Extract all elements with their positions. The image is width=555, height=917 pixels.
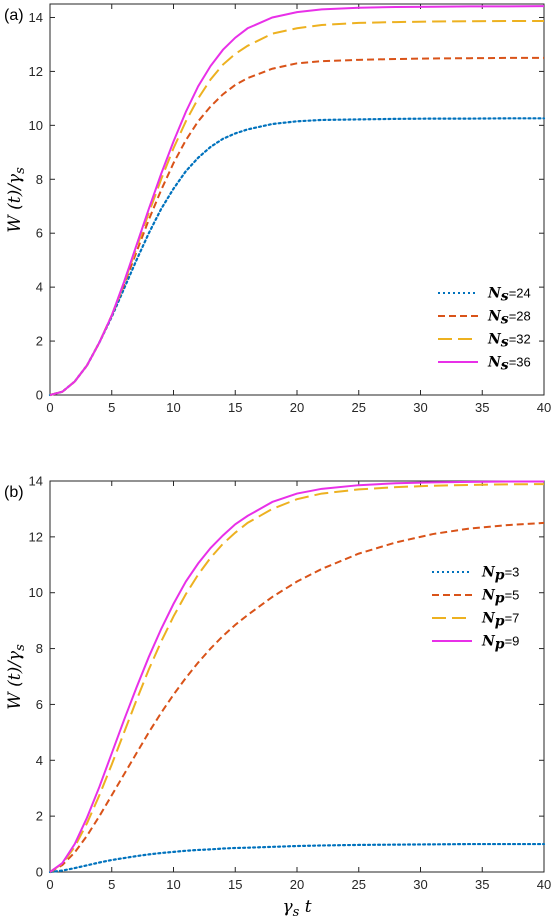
x-tick-label: 10 [166, 877, 180, 892]
y-tick-label: 0 [36, 388, 43, 403]
legend-entry: Ns=24 [487, 286, 531, 305]
series-line-np-5 [49, 521, 545, 873]
y-tick-label: 8 [36, 172, 43, 187]
y-tick-label: 10 [29, 118, 43, 133]
x-tick-label: 10 [166, 400, 180, 415]
chart-panel-b: 0 5 10 15 20 25 30 35 40 0 2 4 6 8 10 12 14 (b) W (t)/γs γs… [4, 474, 551, 917]
x-tick-label: 30 [413, 877, 427, 892]
series-line-ns-36 [49, 5, 545, 396]
x-tick-label: 20 [290, 877, 304, 892]
legend-entry: Np=5 [481, 588, 519, 607]
series-line-np-3 [48, 842, 546, 874]
x-tick-label: 25 [352, 877, 366, 892]
x-tick-label: 35 [475, 400, 489, 415]
panel-label: (a) [4, 7, 24, 24]
x-tick-label: 15 [228, 400, 242, 415]
y-tick-label: 2 [36, 809, 43, 824]
chart-panel-a: 0 5 10 15 20 25 30 35 40 0 2 4 6 8 10 12 14 (a) W (t)/γs Ns… [4, 3, 551, 415]
y-tick-label: 14 [29, 10, 43, 25]
y-axis-label: W (t)/γs [5, 167, 28, 233]
y-tick-label: 4 [36, 280, 43, 295]
x-tick-label: 20 [290, 400, 304, 415]
panel-label: (b) [4, 484, 24, 501]
y-tick-label: 0 [36, 865, 43, 880]
y-tick-label: 6 [36, 226, 43, 241]
series-line-ns-28 [49, 56, 544, 396]
y-tick-label: 4 [36, 753, 43, 768]
x-axis-label: γs t [282, 897, 311, 917]
x-tick-label: 40 [537, 877, 551, 892]
x-tick-label: 15 [228, 877, 242, 892]
y-tick-label: 8 [36, 641, 43, 656]
y-tick-label: 14 [29, 474, 43, 489]
y-tick-label: 10 [29, 585, 43, 600]
legend-entry: Ns=32 [487, 332, 531, 351]
legend-entry: Ns=28 [487, 309, 531, 328]
x-tick-label: 0 [46, 877, 53, 892]
y-tick-label: 2 [36, 334, 43, 349]
x-tick-label: 5 [108, 400, 115, 415]
y-tick-label: 12 [29, 529, 43, 544]
x-tick-label: 25 [352, 400, 366, 415]
x-tick-label: 30 [413, 400, 427, 415]
series-line-np-7 [49, 483, 545, 873]
x-tick-label: 0 [46, 400, 53, 415]
x-tick-label: 40 [537, 400, 551, 415]
y-tick-label: 12 [29, 64, 43, 79]
legend-entry: Np=3 [481, 565, 519, 584]
plot-frame [49, 480, 545, 873]
legend-entry: Np=9 [481, 634, 519, 653]
series-line-ns-24 [48, 117, 546, 397]
y-axis-label: W (t)/γs [5, 644, 28, 710]
series-line-np-9 [49, 480, 544, 873]
x-tick-label: 5 [108, 877, 115, 892]
y-tick-label: 6 [36, 697, 43, 712]
x-tick-label: 35 [475, 877, 489, 892]
legend-entry: Ns=36 [487, 355, 531, 374]
legend-entry: Np=7 [481, 611, 519, 630]
